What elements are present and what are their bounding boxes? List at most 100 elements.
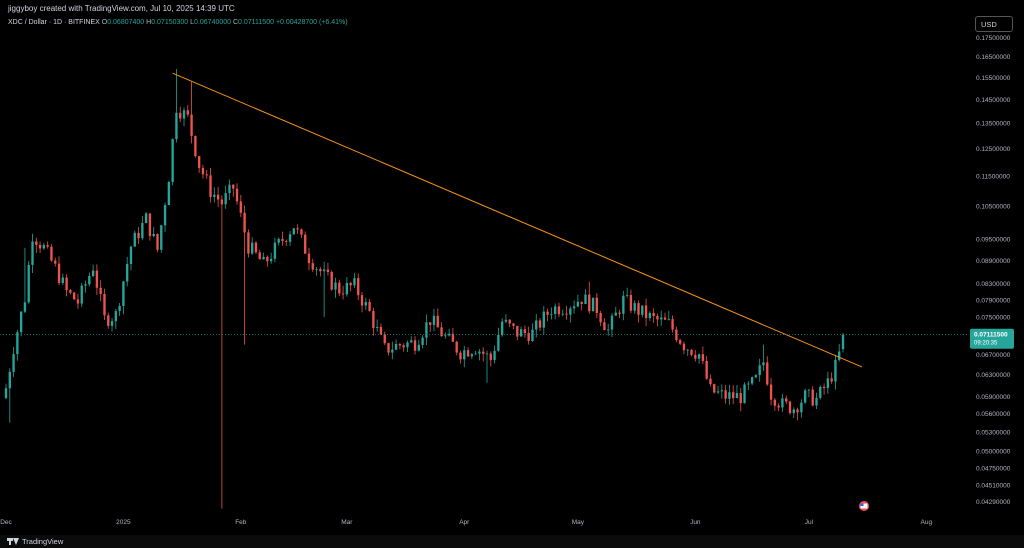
candle-body xyxy=(716,391,720,393)
candle-body xyxy=(622,295,625,314)
price-tick-label: 0.05900000 xyxy=(976,394,1011,401)
candle-body xyxy=(4,388,8,399)
tradingview-brand[interactable]: TradingView xyxy=(7,537,63,546)
candle xyxy=(773,398,777,411)
candle-body xyxy=(697,354,701,359)
candle xyxy=(705,355,708,380)
candle xyxy=(103,288,106,320)
candle-body xyxy=(38,244,42,249)
candle-body xyxy=(489,353,492,360)
candle-body xyxy=(307,253,311,264)
candle xyxy=(622,290,625,321)
candle-body xyxy=(508,319,511,324)
candle-body xyxy=(482,351,485,354)
candle xyxy=(538,317,542,331)
candle xyxy=(38,241,42,253)
candle xyxy=(678,338,682,345)
candle-body xyxy=(527,332,530,342)
candle xyxy=(603,318,606,331)
symbol-title[interactable]: XDC / Dollar · 1D · BITFINEX xyxy=(8,19,100,26)
candle-body xyxy=(599,313,602,323)
candle xyxy=(35,237,38,253)
candle-body xyxy=(485,353,489,355)
candle xyxy=(781,393,784,412)
candle-body xyxy=(88,276,91,285)
candle-body xyxy=(440,327,443,337)
candle xyxy=(785,395,788,404)
candle xyxy=(542,305,545,335)
candle xyxy=(641,305,644,318)
candle xyxy=(599,310,602,327)
candle-body xyxy=(46,245,49,247)
candle xyxy=(531,323,534,342)
candle xyxy=(171,138,174,186)
candle xyxy=(629,289,633,314)
candle xyxy=(690,349,693,357)
candle xyxy=(667,311,670,321)
candle-body xyxy=(103,294,106,316)
candle xyxy=(747,381,750,390)
candle-body xyxy=(663,317,667,320)
price-tick-label: 0.11500000 xyxy=(976,173,1010,180)
time-tick-label: Feb xyxy=(235,519,247,526)
candle xyxy=(440,322,443,337)
candle xyxy=(762,344,765,371)
candle-body xyxy=(398,344,402,346)
candle-body xyxy=(31,241,34,265)
candle-body xyxy=(625,294,629,296)
open-value: 0.06807400 xyxy=(107,19,145,26)
currency-button[interactable]: USD xyxy=(975,16,1013,32)
candle-body xyxy=(122,281,125,306)
candle-body xyxy=(360,295,364,306)
candle xyxy=(266,255,269,267)
candle-body xyxy=(436,315,439,328)
candle-body xyxy=(126,264,129,282)
candle-body xyxy=(572,306,576,309)
candle-body xyxy=(519,329,523,337)
candle xyxy=(216,186,220,207)
candle xyxy=(455,340,458,356)
candle xyxy=(478,349,481,361)
candle xyxy=(671,315,674,333)
candle xyxy=(569,306,572,323)
candle-body xyxy=(682,343,686,351)
candle xyxy=(754,373,758,379)
price-tick-label: 0.08300000 xyxy=(976,281,1011,288)
bar-countdown: 09:20:35 xyxy=(974,341,998,347)
candle-body xyxy=(410,340,413,343)
candle-body xyxy=(516,325,519,337)
candle xyxy=(91,264,95,278)
candle-body xyxy=(838,351,841,360)
candle-body xyxy=(803,390,807,403)
candle-body xyxy=(61,277,64,284)
candle-body xyxy=(322,269,326,272)
time-tick-label: Apr xyxy=(459,519,470,526)
candle-body xyxy=(292,228,296,235)
candle-body xyxy=(447,333,451,336)
candle-body xyxy=(701,354,705,361)
candle xyxy=(682,341,686,355)
candle xyxy=(561,309,564,317)
candle xyxy=(694,350,697,362)
candle xyxy=(72,291,76,300)
candle-body xyxy=(463,350,466,360)
candle-body xyxy=(656,316,659,320)
candle-body xyxy=(288,234,292,242)
candle-body xyxy=(565,313,568,315)
candle-body xyxy=(686,349,689,351)
candle xyxy=(497,327,500,352)
candle-body xyxy=(148,213,152,237)
candle xyxy=(523,325,527,338)
candle xyxy=(421,335,424,349)
candle xyxy=(129,245,133,271)
time-tick-label: Aug xyxy=(921,519,933,526)
candle xyxy=(251,237,254,255)
candle xyxy=(235,183,239,205)
candle-body xyxy=(815,397,818,406)
candle-body xyxy=(830,378,833,382)
downtrend-line[interactable] xyxy=(172,72,863,368)
candle xyxy=(391,341,394,360)
price-axis: 0.17500000 0.16500000 0.15500000 0.14500000… xyxy=(976,35,1011,506)
candle xyxy=(500,318,504,337)
